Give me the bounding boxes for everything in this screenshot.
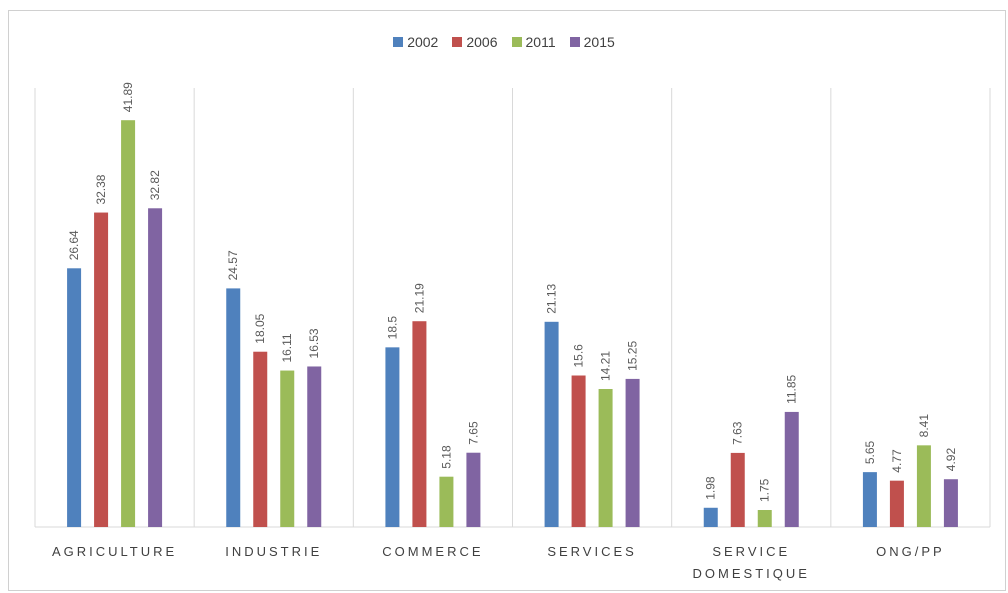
bar [730,452,745,527]
value-label: 11.85 [785,374,799,403]
value-label: 24.57 [226,250,240,280]
value-label: 15.25 [626,341,640,371]
bar [67,268,82,527]
x-tick-label: SERVICES [547,544,637,559]
legend-swatch [393,37,404,47]
value-label: 18.5 [385,316,399,340]
bar [466,452,481,527]
value-label: 32.38 [94,174,108,204]
legend: 2002 2006 2011 2015 [0,34,1008,50]
bar [253,351,268,527]
value-label: 1.98 [704,476,718,500]
value-label: 7.63 [731,421,745,445]
value-label: 4.77 [890,449,904,473]
bar [226,288,241,527]
legend-label: 2002 [407,34,439,50]
bar [889,480,904,527]
value-label: 16.11 [280,333,294,362]
legend-label: 2006 [466,34,498,50]
legend-item: 2015 [569,34,615,50]
x-tick-label: AGRICULTURE [51,544,178,559]
value-label: 21.19 [412,283,426,313]
bar [439,476,454,527]
bar [412,321,427,527]
legend-swatch [569,37,580,47]
bar [571,375,586,527]
legend-item: 2002 [393,34,438,50]
value-label: 32.82 [148,170,162,200]
legend-item: 2011 [511,34,556,50]
bar [703,507,718,527]
value-label: 21.13 [545,283,559,313]
value-label: 18.05 [253,313,267,343]
bar [757,510,772,527]
value-label: 7.65 [466,421,480,445]
x-tick-label: SERVICE DOMESTIQUE [692,544,810,581]
bar [307,366,322,527]
bar [280,370,295,527]
bar [625,378,640,527]
x-tick-label: INDUSTRIE [225,544,323,559]
bar [121,120,136,528]
bar [784,411,799,527]
legend-item: 2006 [452,34,498,50]
value-label: 41.89 [121,82,135,112]
bar [148,208,163,528]
bar [916,445,931,527]
bar [544,321,559,527]
chart-frame [8,10,1006,591]
bar [385,347,400,527]
value-label: 26.64 [67,230,81,260]
bar [598,389,613,527]
bar [943,479,958,527]
value-label: 8.41 [917,414,931,438]
value-label: 1.75 [758,478,772,502]
value-label: 5.18 [439,445,453,469]
value-label: 5.65 [863,440,877,464]
legend-swatch [511,37,522,47]
bar [862,472,877,527]
value-label: 16.53 [307,328,321,358]
legend-label: 2015 [583,34,615,50]
legend-swatch [452,37,463,47]
x-tick-label: ONG/PP [876,544,945,559]
value-label: 4.92 [944,448,958,472]
legend-label: 2011 [525,34,556,50]
value-label: 15.6 [572,344,586,368]
x-tick-label: COMMERCE [382,544,484,559]
value-label: 14.21 [599,351,613,381]
bar [94,212,109,527]
